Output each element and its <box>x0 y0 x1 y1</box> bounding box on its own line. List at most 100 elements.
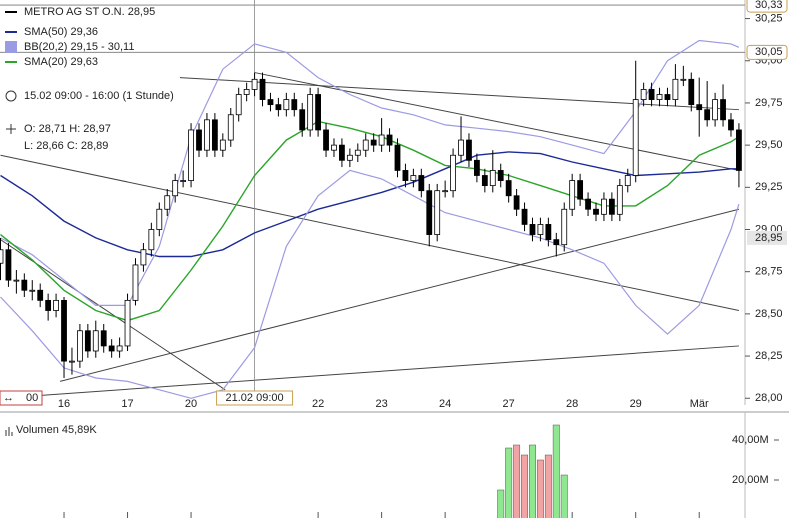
candle-body <box>497 170 504 181</box>
candle-body <box>640 89 647 100</box>
candle-body <box>386 134 393 146</box>
x-tick-label: 28 <box>566 398 578 410</box>
candle-body <box>188 129 194 181</box>
candle-body <box>251 78 258 90</box>
info-panel: METRO AG ST O.N. 28,95 15.02 09:00 - 16:… <box>5 6 174 436</box>
candle-body <box>473 159 480 176</box>
candle-body <box>219 139 226 151</box>
x-tick-label: 23 <box>375 398 387 410</box>
trend-line <box>59 208 740 382</box>
candle-body <box>124 299 131 347</box>
trend-line <box>0 154 740 311</box>
candle-body <box>283 99 290 111</box>
candle-body <box>156 208 163 230</box>
candle-body <box>235 94 242 116</box>
volume-bar <box>513 444 521 518</box>
candle-body <box>728 119 734 131</box>
ohlc: L: 28,66 C: 28,89 <box>24 140 108 152</box>
candle-body <box>172 180 179 197</box>
y-tick-label: 28,75 <box>755 266 783 278</box>
x-tick-label: 29 <box>630 398 642 410</box>
candle-body <box>29 289 36 292</box>
x-tick-label: 17 <box>121 398 133 410</box>
candle-body <box>656 94 663 100</box>
candle-body <box>648 89 655 100</box>
candle-body <box>227 114 234 141</box>
x-tick-label: 27 <box>503 398 515 410</box>
candle-body <box>608 198 615 215</box>
candle-body <box>211 119 218 151</box>
volume-bar <box>544 454 552 518</box>
legend-label: BB(20,2) 29,15 - 30,11 <box>24 41 134 53</box>
candle-body <box>84 330 91 352</box>
candle-body <box>307 94 314 131</box>
x-tick-label: Mär <box>690 398 709 410</box>
candle-body <box>394 144 401 171</box>
candle-body <box>378 134 385 146</box>
candle-body <box>259 78 266 100</box>
y-tick-label: 20,00M <box>732 474 769 486</box>
x-tick-label: 20 <box>185 398 197 410</box>
candle-body <box>61 299 67 362</box>
candle-body <box>426 190 433 235</box>
candle-body <box>116 345 123 352</box>
last-price-label: 28,95 <box>755 232 783 244</box>
y-tick-label: 28,00 <box>755 392 783 404</box>
candle-body <box>410 175 417 181</box>
candle-body <box>585 198 591 210</box>
crosshair-label: 21.02 09:00 <box>226 392 284 404</box>
candle-body <box>712 99 718 121</box>
y-tick-label: 30,25 <box>755 12 783 24</box>
candle-body <box>545 224 552 241</box>
x-tick-label: 16 <box>58 398 70 410</box>
legend-label: SMA(50) 29,36 <box>24 26 98 38</box>
candle-body <box>275 104 282 111</box>
candle-body <box>521 208 528 225</box>
candle-body <box>569 180 576 210</box>
candle-body <box>243 89 250 95</box>
candle-body <box>77 330 83 362</box>
candle-body <box>267 99 274 106</box>
candle-body <box>704 109 711 121</box>
trend-line <box>0 345 739 399</box>
candle-body <box>370 139 377 146</box>
ohlc: O: 28,71 H: 28,97 <box>24 123 111 135</box>
candle-body <box>140 249 147 266</box>
candle-body <box>315 94 322 131</box>
crosshair-icon <box>6 124 16 134</box>
trend-line <box>254 72 740 171</box>
price-label-box <box>746 44 788 60</box>
volume-bar <box>536 459 544 518</box>
candle-body <box>148 229 155 251</box>
y-tick-label: 29,50 <box>755 139 783 151</box>
candle-body <box>354 149 361 156</box>
crosshair-label-box <box>216 390 294 406</box>
candle-body <box>696 104 703 111</box>
candle-body <box>331 144 337 151</box>
candle-body <box>616 185 623 215</box>
volume-title: Volumen 45,89K <box>16 424 97 436</box>
volume-bar <box>497 489 505 518</box>
candle-body <box>632 99 639 176</box>
candle-body <box>108 345 115 352</box>
candle-body <box>13 279 20 282</box>
candle-body <box>92 330 99 352</box>
candle-body <box>720 99 726 121</box>
price-label-box <box>746 0 788 13</box>
candle-body <box>537 224 544 235</box>
candle-body <box>53 299 59 311</box>
y-tick-label: 40,00M <box>732 434 769 446</box>
candle-body <box>513 195 520 210</box>
price-label: 30,05 <box>755 46 783 58</box>
candle-body <box>100 330 107 347</box>
candle-body <box>458 139 464 156</box>
candle-body <box>402 170 409 181</box>
y-tick-label: 29,25 <box>755 181 783 193</box>
candle-body <box>489 170 496 187</box>
candle-body <box>466 139 472 161</box>
candle-body <box>481 175 488 187</box>
candle-body <box>132 264 139 301</box>
range-arrow: ↔ <box>3 392 14 404</box>
indicator-line <box>0 169 740 399</box>
